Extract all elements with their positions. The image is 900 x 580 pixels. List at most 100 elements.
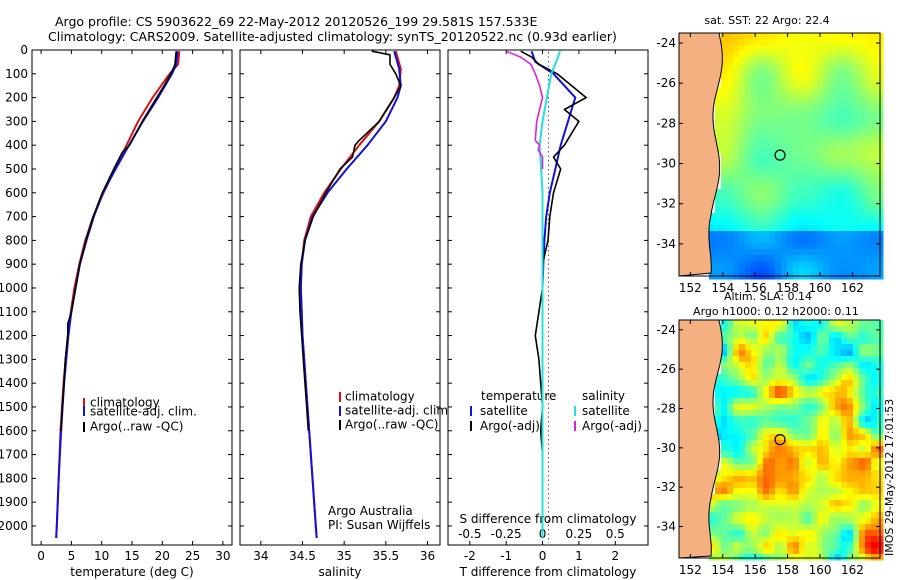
map-cell bbox=[841, 171, 848, 178]
map-cell bbox=[757, 482, 764, 489]
map-cell bbox=[781, 536, 788, 543]
salinity-xlabel: salinity bbox=[318, 565, 361, 579]
map-cell bbox=[805, 392, 812, 399]
map-cell bbox=[793, 506, 800, 513]
map-cell bbox=[859, 87, 866, 94]
map-cell bbox=[817, 189, 824, 196]
map-cell bbox=[757, 434, 764, 441]
map-cell bbox=[745, 386, 752, 393]
map-cell bbox=[781, 159, 788, 166]
map-cell bbox=[763, 524, 770, 531]
map-cell bbox=[739, 332, 746, 339]
map-cell bbox=[739, 422, 746, 429]
xtick-label: 30 bbox=[215, 549, 230, 563]
map-cell bbox=[787, 458, 794, 465]
map-cell bbox=[871, 368, 878, 375]
map-cell bbox=[751, 338, 758, 345]
map-cell bbox=[781, 542, 788, 549]
map-cell bbox=[733, 374, 740, 381]
xtick-label-salinity: 0.25 bbox=[566, 527, 593, 541]
map-cell bbox=[841, 219, 848, 226]
map-cell bbox=[853, 554, 860, 561]
map-cell bbox=[721, 213, 728, 220]
map-cell bbox=[751, 129, 758, 136]
map-cell bbox=[829, 63, 836, 70]
map-cell bbox=[715, 536, 722, 543]
map-cell bbox=[865, 554, 872, 561]
map-cell bbox=[835, 267, 842, 274]
map-cell bbox=[721, 320, 728, 327]
map-cell bbox=[859, 362, 866, 369]
map-cell bbox=[775, 524, 782, 531]
map-cell bbox=[751, 57, 758, 64]
map-cell bbox=[727, 267, 734, 274]
map-ytick-label: -30 bbox=[656, 157, 676, 171]
map-cell bbox=[835, 344, 842, 351]
map-cell bbox=[865, 320, 872, 327]
map-cell bbox=[751, 464, 758, 471]
map-cell bbox=[823, 344, 830, 351]
map-cell bbox=[865, 518, 872, 525]
map-cell bbox=[805, 153, 812, 160]
map-cell bbox=[721, 105, 728, 112]
map-cell bbox=[763, 488, 770, 495]
map-cell bbox=[805, 105, 812, 112]
map-cell bbox=[745, 129, 752, 136]
map-cell bbox=[859, 237, 866, 244]
map-cell bbox=[757, 105, 764, 112]
xtick-label: 34.5 bbox=[289, 549, 316, 563]
map-cell bbox=[769, 147, 776, 154]
map-cell bbox=[781, 482, 788, 489]
map-cell bbox=[775, 542, 782, 549]
map-cell bbox=[721, 332, 728, 339]
map-cell bbox=[721, 452, 728, 459]
map-cell bbox=[835, 374, 842, 381]
map-cell bbox=[739, 470, 746, 477]
map-cell bbox=[871, 428, 878, 435]
map-cell bbox=[769, 428, 776, 435]
map-cell bbox=[817, 404, 824, 411]
map-cell bbox=[853, 434, 860, 441]
map-cell bbox=[805, 177, 812, 184]
map-cell bbox=[745, 213, 752, 220]
map-cell bbox=[781, 362, 788, 369]
map-cell bbox=[847, 87, 854, 94]
map-cell bbox=[829, 518, 836, 525]
map-cell bbox=[871, 189, 878, 196]
map-cell bbox=[727, 548, 734, 555]
map-cell bbox=[751, 422, 758, 429]
map-cell bbox=[799, 356, 806, 363]
map-cell bbox=[841, 153, 848, 160]
map-cell bbox=[841, 87, 848, 94]
map-cell bbox=[805, 57, 812, 64]
map-cell bbox=[733, 512, 740, 519]
map-cell bbox=[805, 380, 812, 387]
map-cell bbox=[769, 219, 776, 226]
map-cell bbox=[751, 135, 758, 142]
map-cell bbox=[739, 344, 746, 351]
map-cell bbox=[871, 195, 878, 202]
map-cell bbox=[847, 422, 854, 429]
map-cell bbox=[829, 530, 836, 537]
salinity-axes bbox=[239, 49, 441, 546]
map-cell bbox=[835, 195, 842, 202]
map-cell bbox=[727, 105, 734, 112]
map-cell bbox=[871, 356, 878, 363]
map-cell bbox=[775, 153, 782, 160]
map-cell bbox=[781, 171, 788, 178]
map-cell bbox=[823, 243, 830, 250]
map-ytick-label: -28 bbox=[656, 402, 676, 416]
map-cell bbox=[769, 518, 776, 525]
map-cell bbox=[715, 386, 722, 393]
map-cell bbox=[739, 428, 746, 435]
legend-temperature-title: temperature bbox=[481, 389, 556, 403]
map-cell bbox=[739, 494, 746, 501]
map-cell bbox=[757, 177, 764, 184]
map-cell bbox=[811, 243, 818, 250]
map-cell bbox=[835, 356, 842, 363]
map-cell bbox=[805, 362, 812, 369]
map-cell bbox=[727, 332, 734, 339]
map-cell bbox=[853, 195, 860, 202]
map-cell bbox=[763, 135, 770, 142]
map-cell bbox=[757, 57, 764, 64]
